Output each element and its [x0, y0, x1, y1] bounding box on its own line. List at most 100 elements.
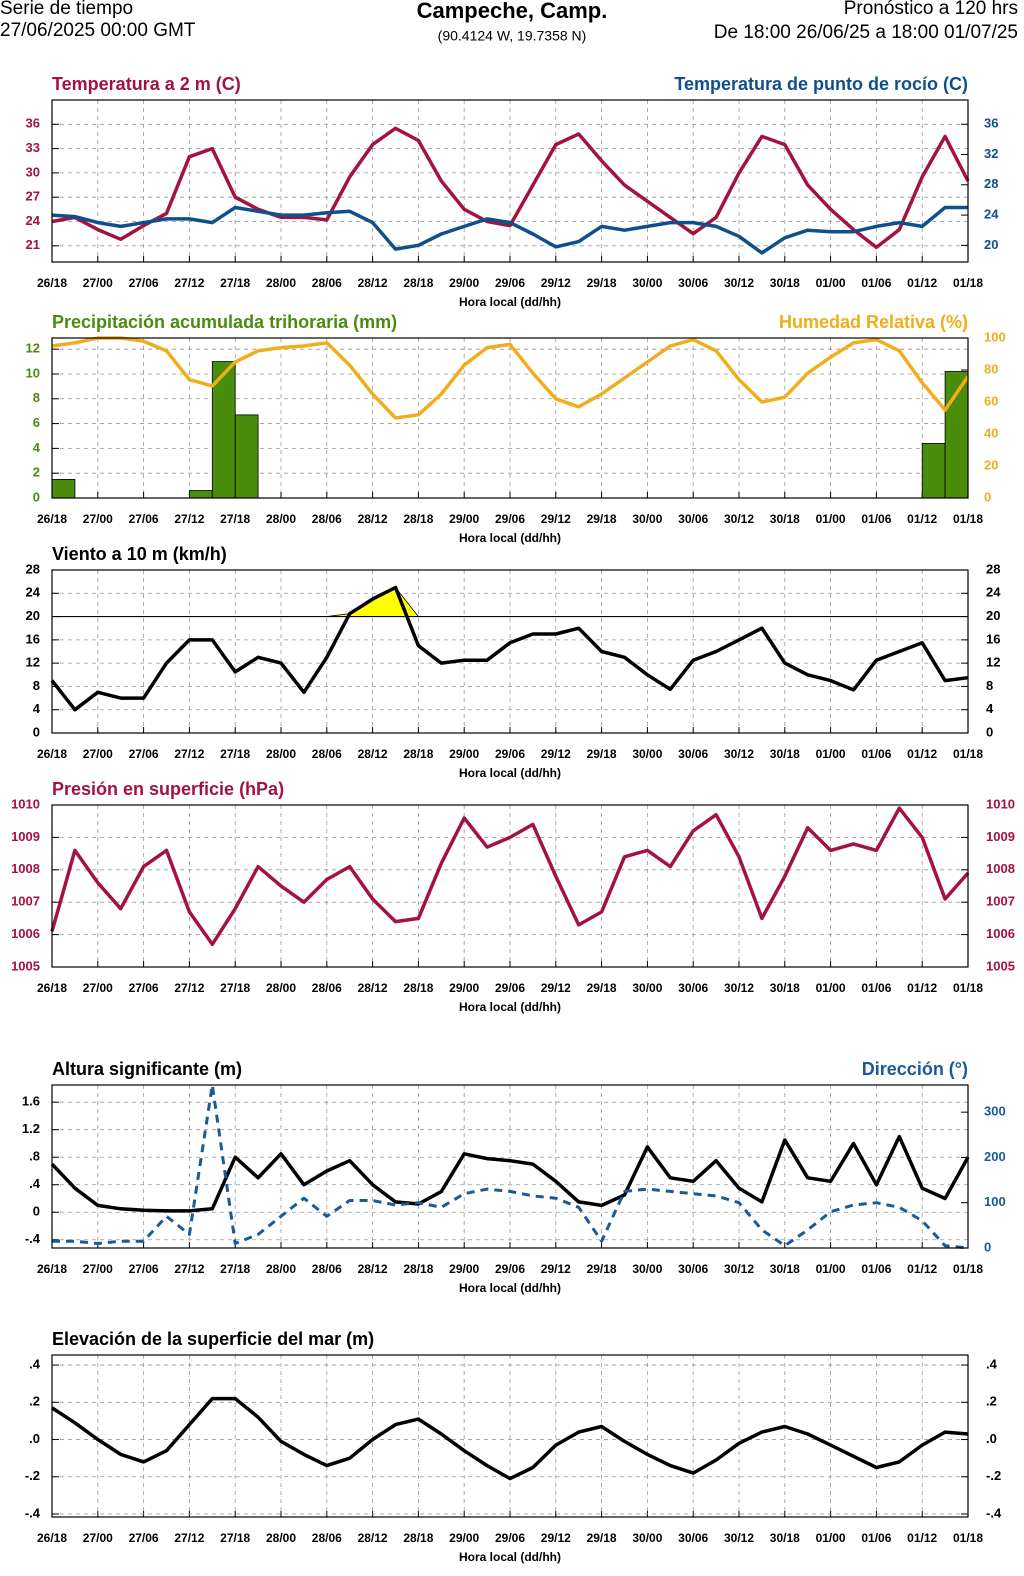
header-left: Serie de tiempo	[0, 0, 133, 19]
y-tick-label-right: 1009	[986, 829, 1015, 844]
y2-tick-label: 40	[984, 425, 998, 440]
x-tick-label: 30/00	[632, 512, 662, 526]
x-tick-label: 01/06	[861, 1531, 891, 1545]
y-tick-label: 4	[33, 701, 41, 716]
y-tick-label-right: 0	[986, 724, 993, 739]
y-tick-label-right: -.4	[986, 1505, 1002, 1520]
x-tick-label: 30/18	[770, 981, 800, 995]
x-tick-label: 29/06	[495, 747, 525, 761]
x-tick-label: 27/18	[220, 512, 250, 526]
header-title: Campeche, Camp.	[417, 0, 608, 23]
panel: 26/18 27/00 27/06 27/12 27/18 28/00 28/06 28/12…	[26, 74, 1000, 309]
plot-frame	[51, 99, 969, 263]
x-tick-label: 01/06	[861, 512, 891, 526]
y2-tick-label: 60	[984, 393, 998, 408]
x-tick-label: 26/18	[37, 276, 67, 290]
x-tick-label: 28/12	[358, 747, 388, 761]
x-tick-label: 30/06	[678, 1531, 708, 1545]
panel: 26/18 27/00 27/06 27/12 27/18 28/00 28/06 28/12…	[25, 1329, 1002, 1564]
y-tick-label: 12	[26, 341, 40, 356]
y-tick-label: 8	[33, 390, 40, 405]
x-tick-label: 01/00	[816, 981, 846, 995]
x-tick-label: 29/18	[587, 981, 617, 995]
y-tick-label: .4	[29, 1176, 41, 1191]
x-tick-label: 28/00	[266, 747, 296, 761]
x-tick-label: 28/06	[312, 981, 342, 995]
x-tick-label: 27/18	[220, 1531, 250, 1545]
x-tick-label: 27/12	[174, 276, 204, 290]
y-tick-label: 1.2	[22, 1121, 40, 1136]
y-tick-label-right: 4	[986, 701, 994, 716]
y-tick-label: .4	[29, 1356, 41, 1371]
y-tick-label: 1007	[11, 894, 40, 909]
x-tick-label: 28/12	[358, 981, 388, 995]
x-tick-label: 30/18	[770, 276, 800, 290]
x-tick-label: 26/18	[37, 747, 67, 761]
x-tick-label: 29/06	[495, 512, 525, 526]
y-tick-label-right: 1007	[986, 894, 1015, 909]
x-tick-label: 01/12	[907, 1262, 937, 1276]
x-tick-label: 29/00	[449, 1531, 479, 1545]
x-tick-label: 01/00	[816, 1531, 846, 1545]
y-tick-label: 1010	[11, 796, 40, 811]
y-tick-label: 8	[33, 678, 40, 693]
x-tick-label: 27/06	[129, 747, 159, 761]
y-tick-label-right: 24	[986, 585, 1001, 600]
x-tick-label: 01/18	[953, 512, 983, 526]
y-tick-label: .0	[29, 1431, 40, 1446]
x-tick-label: 29/18	[587, 276, 617, 290]
x-tick-label: 01/06	[861, 276, 891, 290]
y-tick-label: 33	[26, 140, 40, 155]
y-tick-label: 4	[33, 440, 41, 455]
x-tick-label: 01/06	[861, 981, 891, 995]
x-tick-label: 30/00	[632, 981, 662, 995]
x-tick-label: 26/18	[37, 512, 67, 526]
x-tick-label: 29/18	[587, 747, 617, 761]
x-tick-label: 28/00	[266, 512, 296, 526]
x-tick-label: 27/00	[83, 1531, 113, 1545]
y2-tick-label: 200	[984, 1149, 1006, 1164]
x-tick-label: 30/06	[678, 747, 708, 761]
x-tick-label: 01/12	[907, 981, 937, 995]
x-tick-label: 29/18	[587, 512, 617, 526]
y-tick-label: 2	[33, 465, 40, 480]
y-tick-label-right: 8	[986, 678, 993, 693]
x-tick-label: 28/12	[358, 1531, 388, 1545]
x-tick-label: 30/18	[770, 1262, 800, 1276]
y2-tick-label: 0	[984, 1239, 991, 1254]
y-tick-label-right: 1005	[986, 958, 1015, 973]
x-tick-label: 29/12	[541, 1262, 571, 1276]
y-tick-label: -.2	[25, 1468, 40, 1483]
y-tick-label-right: 1008	[986, 861, 1015, 876]
y-tick-label-right: .4	[986, 1356, 998, 1371]
x-tick-label: 01/18	[953, 1531, 983, 1545]
header-left: 27/06/2025 00:00 GMT	[0, 20, 196, 41]
series-title: Temperatura a 2 m (C)	[52, 74, 241, 94]
y-tick-label: 10	[26, 365, 40, 380]
panel: 26/18 27/00 27/06 27/12 27/18 28/00 28/06 28/12…	[26, 312, 1006, 545]
x-tick-label: 01/18	[953, 276, 983, 290]
y-tick-label: 24	[26, 213, 41, 228]
x-tick-label: 27/00	[83, 981, 113, 995]
x-tick-label: 29/06	[495, 1531, 525, 1545]
plot-frame	[51, 1354, 969, 1518]
series-line	[50, 1134, 970, 1213]
x-tick-label: 27/00	[83, 512, 113, 526]
x-tick-label: 30/12	[724, 747, 754, 761]
y-tick-label: 21	[26, 237, 40, 252]
y-tick-label: 1.6	[22, 1094, 40, 1109]
x-tick-label: 30/00	[632, 276, 662, 290]
x-tick-label: 27/12	[174, 747, 204, 761]
x-tick-label: 30/12	[724, 276, 754, 290]
bar	[51, 478, 76, 499]
x-axis-label: Hora local (dd/hh)	[459, 766, 561, 780]
series-line	[50, 806, 970, 947]
x-tick-label: 30/06	[678, 276, 708, 290]
x-tick-label: 29/06	[495, 981, 525, 995]
y-tick-label: 12	[26, 655, 40, 670]
x-tick-label: 28/06	[312, 1531, 342, 1545]
x-tick-label: 30/00	[632, 1262, 662, 1276]
plot-frame	[51, 804, 969, 968]
series-title: Precipitación acumulada trihoraria (mm)	[52, 312, 397, 332]
